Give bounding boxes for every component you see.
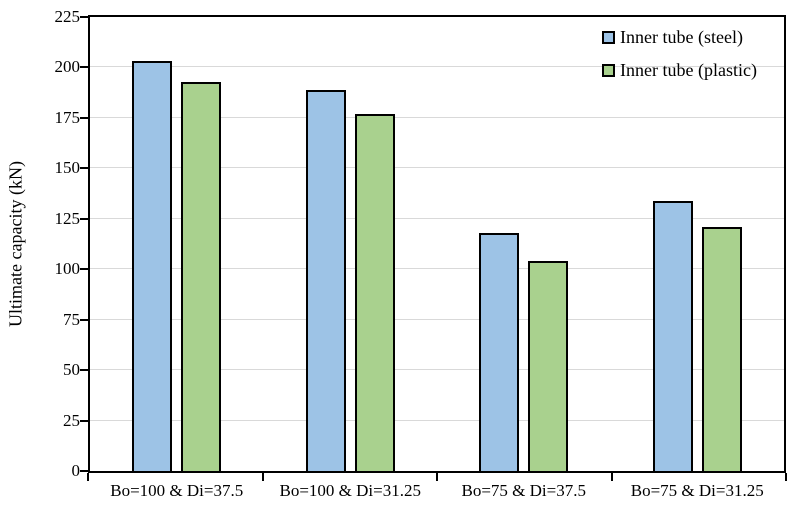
legend-marker-plastic-icon [602, 63, 615, 77]
y-tick-label: 75 [63, 309, 80, 329]
y-tick-label: 125 [54, 208, 81, 228]
legend-label: Inner tube (steel) [620, 27, 743, 47]
y-tick-label: 0 [71, 461, 81, 480]
y-tick-label: 200 [54, 57, 81, 77]
gridline [90, 116, 784, 118]
y-tick-mark [80, 369, 88, 372]
x-tick-mark [87, 473, 89, 481]
bar-plastic [701, 226, 742, 471]
y-tick-mark [80, 16, 88, 18]
y-tick-mark [80, 268, 88, 271]
x-tick-mark [436, 473, 438, 481]
y-tick-mark [80, 318, 88, 321]
legend: Inner tube (steel) Inner tube (plastic) [602, 27, 757, 93]
gridline [90, 268, 784, 270]
x-tick-mark [785, 473, 787, 481]
gridline [90, 217, 784, 219]
y-tick-label: 25 [63, 410, 80, 430]
bar-steel [479, 232, 520, 471]
bar-steel [305, 89, 346, 471]
bar-plastic [528, 261, 569, 471]
gridline [90, 318, 784, 320]
legend-marker-steel-icon [602, 30, 615, 44]
y-tick-label: 50 [63, 360, 80, 380]
y-tick-mark [80, 470, 88, 472]
bar-steel [652, 200, 693, 471]
y-tick-mark [80, 419, 88, 422]
x-category-label: Bo=75 & Di=37.5 [461, 481, 587, 500]
x-category-label: Bo=75 & Di=31.25 [630, 481, 764, 500]
x-tick-mark [610, 473, 613, 481]
x-tick-mark [261, 473, 264, 481]
bar-plastic [354, 113, 395, 471]
y-tick-mark [80, 66, 88, 69]
x-category-label: Bo=100 & Di=31.25 [279, 481, 422, 500]
gridline [90, 369, 784, 371]
gridline [90, 419, 784, 421]
gridline [90, 167, 784, 169]
legend-item: Inner tube (steel) [602, 27, 757, 47]
bar-steel [132, 61, 173, 471]
y-tick-label: 100 [54, 259, 81, 279]
y-tick-label: 225 [54, 7, 81, 26]
x-category-label: Bo=100 & Di=37.5 [110, 481, 244, 500]
legend-label: Inner tube (plastic) [620, 60, 757, 80]
bar-plastic [181, 81, 222, 471]
y-tick-mark [80, 116, 88, 119]
legend-item: Inner tube (plastic) [602, 60, 757, 80]
y-tick-label: 175 [54, 107, 81, 127]
y-axis-title: Ultimate capacity (kN) [5, 161, 26, 327]
y-tick-mark [80, 217, 88, 220]
plot-area: Inner tube (steel) Inner tube (plastic) [88, 15, 786, 473]
y-tick-label: 150 [54, 158, 81, 178]
y-tick-mark [80, 167, 88, 170]
gridline [90, 66, 784, 68]
